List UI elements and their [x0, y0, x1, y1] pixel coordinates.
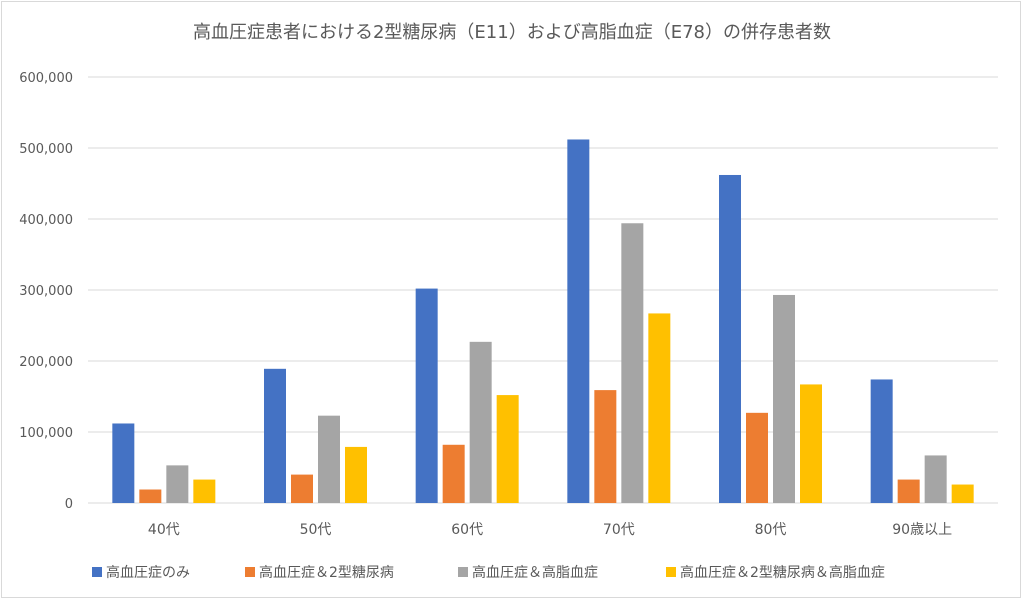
bar	[318, 415, 340, 503]
y-tick-label: 500,000	[19, 142, 73, 157]
legend-label: 高血圧症＆2型糖尿病	[259, 564, 394, 581]
bar	[870, 379, 893, 503]
legend-swatch	[458, 567, 468, 577]
bar	[291, 474, 313, 503]
bar	[924, 455, 947, 503]
bar	[621, 223, 644, 503]
bar	[442, 444, 465, 503]
x-tick-label: 80代	[755, 522, 787, 538]
legend-swatch	[666, 567, 676, 577]
grid-lines	[88, 76, 998, 504]
chart-title: 高血圧症患者における2型糖尿病（E11）および高脂血症（E78）の併存患者数	[193, 22, 831, 43]
bar	[897, 479, 920, 503]
y-tick-label: 0	[65, 497, 73, 512]
bar	[648, 313, 671, 503]
bar	[415, 288, 438, 503]
y-tick-label: 400,000	[19, 213, 73, 228]
bar	[719, 174, 741, 504]
legend-label: 高血圧症＆2型糖尿病＆高脂血症	[680, 564, 885, 581]
x-tick-label: 40代	[148, 522, 180, 538]
bar	[496, 395, 519, 503]
bar	[800, 384, 822, 503]
bar	[594, 390, 617, 503]
bar	[112, 423, 135, 503]
x-tick-label: 50代	[300, 522, 332, 538]
bar	[746, 412, 768, 503]
bar	[345, 446, 367, 503]
y-tick-label: 200,000	[19, 355, 73, 370]
bar	[193, 479, 216, 503]
y-tick-label: 600,000	[19, 71, 73, 86]
bars	[112, 139, 974, 504]
bar	[166, 465, 189, 503]
bar	[139, 489, 162, 503]
x-tick-label: 60代	[451, 522, 483, 538]
bar	[773, 294, 795, 503]
bar	[264, 368, 286, 503]
legend-label: 高血圧症＆高脂血症	[472, 564, 598, 581]
y-tick-label: 100,000	[19, 426, 73, 441]
legend-swatch	[245, 567, 255, 577]
legend: 高血圧症のみ 高血圧症＆2型糖尿病 高血圧症＆高脂血症 高血圧症＆2型糖尿病＆高脂血症	[92, 564, 885, 581]
y-tick-label: 300,000	[19, 284, 73, 299]
bar	[469, 341, 492, 503]
legend-swatch	[92, 567, 102, 577]
bar	[951, 484, 974, 503]
x-tick-label: 90歳以上	[892, 522, 952, 538]
legend-label: 高血圧症のみ	[106, 564, 190, 581]
bar	[567, 139, 590, 504]
y-axis-tick-labels: 0 100,000 200,000 300,000 400,000 500,000 600,…	[19, 71, 73, 512]
x-tick-label: 70代	[603, 522, 635, 538]
x-axis-tick-labels: 40代 50代 60代 70代 80代 90歳以上	[148, 522, 952, 538]
